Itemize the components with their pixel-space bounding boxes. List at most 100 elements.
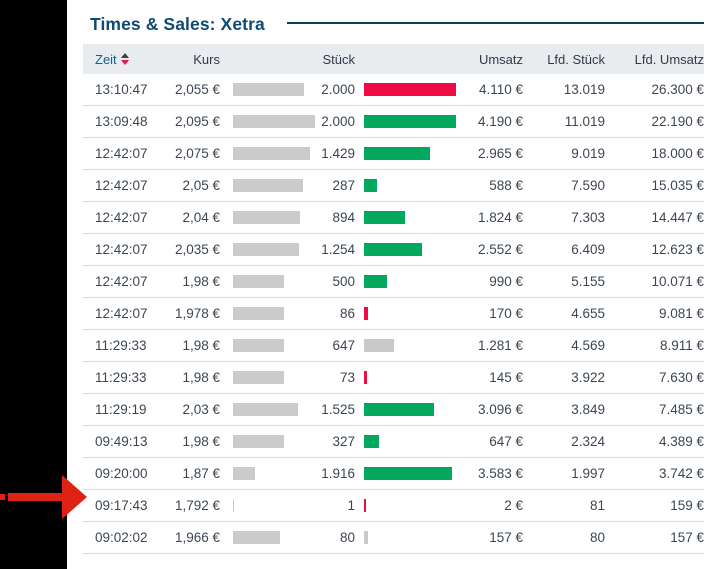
stueck-bar-cell [355,435,456,448]
kurs-mini-bar [233,115,315,128]
cell-zeit: 13:10:47 [95,82,148,97]
cell-lfd-stueck: 1.997 [571,466,605,481]
cell-zeit: 12:42:07 [95,178,148,193]
cell-zeit: 12:42:07 [95,306,148,321]
column-header-stueck[interactable]: Stück [322,51,355,67]
cell-lfd-umsatz: 159 € [670,498,704,513]
cell-umsatz: 4.110 € [478,82,523,97]
cell-lfd-umsatz: 15.035 € [651,178,704,193]
cell-lfd-umsatz: 14.447 € [651,210,704,225]
table-row[interactable]: 11:29:19 2,03 € 1.525 3.096 € 3.849 7.48… [83,394,704,426]
stueck-bar-cell [355,339,456,352]
cell-zeit: 09:49:13 [95,434,148,449]
kurs-bar-cell [220,83,315,96]
table-row[interactable]: 11:29:33 1,98 € 647 1.281 € 4.569 8.911 … [83,330,704,362]
cell-kurs: 2,075 € [174,146,220,161]
stueck-bar-cell [355,179,456,192]
cell-zeit: 09:17:43 [95,498,148,513]
cell-lfd-stueck: 11.019 [564,114,605,129]
column-header-lfd-umsatz[interactable]: Lfd. Umsatz [634,51,704,67]
table-header-row: Zeit Kurs Stück Umsatz Lfd. Stück Lfd. U… [83,44,704,74]
kurs-bar-cell [220,531,315,544]
stueck-volume-bar [364,339,394,352]
cell-stueck: 2.000 [321,114,355,129]
kurs-bar-cell [220,211,315,224]
table-row-arrow-target[interactable]: 09:17:43 1,792 € 1 2 € 81 159 € [83,490,704,522]
table-row[interactable]: 11:29:33 1,98 € 73 145 € 3.922 7.630 € [83,362,704,394]
table-row[interactable]: 12:42:07 1,98 € 500 990 € 5.155 10.071 € [83,266,704,298]
sort-asc-desc-icon[interactable] [120,53,129,65]
cell-kurs: 2,03 € [182,402,220,417]
cell-umsatz: 990 € [489,274,523,289]
cell-kurs: 2,05 € [182,178,220,193]
kurs-bar-cell [220,467,315,480]
kurs-mini-bar [233,371,284,384]
cell-lfd-stueck: 6.409 [571,242,605,257]
cell-zeit: 11:29:33 [95,370,147,385]
column-header-zeit[interactable]: Zeit [83,52,146,67]
title-divider-line [286,22,704,24]
column-header-zeit-label: Zeit [95,51,117,67]
stueck-volume-bar [364,83,456,96]
kurs-mini-bar [233,211,300,224]
cell-umsatz: 157 € [489,530,523,545]
cell-lfd-stueck: 4.569 [571,338,605,353]
table-row[interactable]: 12:42:07 2,04 € 894 1.824 € 7.303 14.447… [83,202,704,234]
cell-lfd-umsatz: 157 € [670,530,704,545]
cell-lfd-umsatz: 7.485 € [658,402,704,417]
table-row[interactable]: 09:02:02 1,966 € 80 157 € 80 157 € [83,522,704,554]
cell-lfd-umsatz: 18.000 € [651,146,704,161]
cell-zeit: 13:09:48 [95,114,148,129]
cell-kurs: 2,04 € [182,210,220,225]
kurs-mini-bar [233,147,310,160]
cell-kurs: 1,98 € [182,338,220,353]
stueck-bar-cell [355,531,456,544]
cell-stueck: 287 [332,178,355,193]
widget-header: Times & Sales: Xetra [90,8,704,40]
table-row[interactable]: 13:09:48 2,095 € 2.000 4.190 € 11.019 22… [83,106,704,138]
kurs-mini-bar [233,339,284,352]
table-row[interactable]: 12:42:07 2,035 € 1.254 2.552 € 6.409 12.… [83,234,704,266]
cell-zeit: 09:20:00 [95,466,148,481]
page-title: Times & Sales: Xetra [90,13,265,34]
cell-kurs: 1,87 € [182,466,220,481]
cell-umsatz: 647 € [489,434,523,449]
table-row[interactable]: 09:20:00 1,87 € 1.916 3.583 € 1.997 3.74… [83,458,704,490]
stueck-bar-cell [355,467,456,480]
kurs-bar-cell [220,275,315,288]
stueck-volume-bar [364,243,422,256]
kurs-mini-bar [233,179,303,192]
cell-umsatz: 3.583 € [477,466,523,481]
stueck-bar-cell [355,83,456,96]
table-row[interactable]: 12:42:07 2,075 € 1.429 2.965 € 9.019 18.… [83,138,704,170]
table-row[interactable]: 12:42:07 2,05 € 287 588 € 7.590 15.035 € [83,170,704,202]
column-header-kurs[interactable]: Kurs [193,51,220,67]
cell-lfd-umsatz: 10.071 € [651,274,704,289]
column-header-lfd-stueck[interactable]: Lfd. Stück [547,51,605,67]
cell-lfd-stueck: 4.655 [571,306,605,321]
stueck-volume-bar [364,371,367,384]
table-row[interactable]: 13:10:47 2,055 € 2.000 4.110 € 13.019 26… [83,74,704,106]
stueck-volume-bar [364,467,452,480]
cell-lfd-umsatz: 9.081 € [658,306,704,321]
column-header-umsatz[interactable]: Umsatz [478,51,523,67]
table-row[interactable]: 09:49:13 1,98 € 327 647 € 2.324 4.389 € [83,426,704,458]
kurs-mini-bar [233,531,280,544]
kurs-bar-cell [220,435,315,448]
cell-stueck: 1.916 [321,466,355,481]
kurs-mini-bar [233,275,284,288]
cell-lfd-umsatz: 26.300 € [651,82,704,97]
stueck-bar-cell [355,307,456,320]
cell-lfd-umsatz: 22.190 € [651,114,704,129]
cell-lfd-stueck: 3.922 [571,370,605,385]
cell-zeit: 11:29:19 [95,402,147,417]
cell-lfd-stueck: 5.155 [571,274,605,289]
kurs-bar-cell [220,371,315,384]
cell-umsatz: 145 € [489,370,523,385]
cell-stueck: 1.525 [321,402,355,417]
table-row[interactable]: 12:42:07 1,978 € 86 170 € 4.655 9.081 € [83,298,704,330]
cell-lfd-stueck: 13.019 [563,82,605,97]
cell-stueck: 80 [339,530,355,545]
kurs-mini-bar [233,307,284,320]
cell-umsatz: 170 € [489,306,523,321]
